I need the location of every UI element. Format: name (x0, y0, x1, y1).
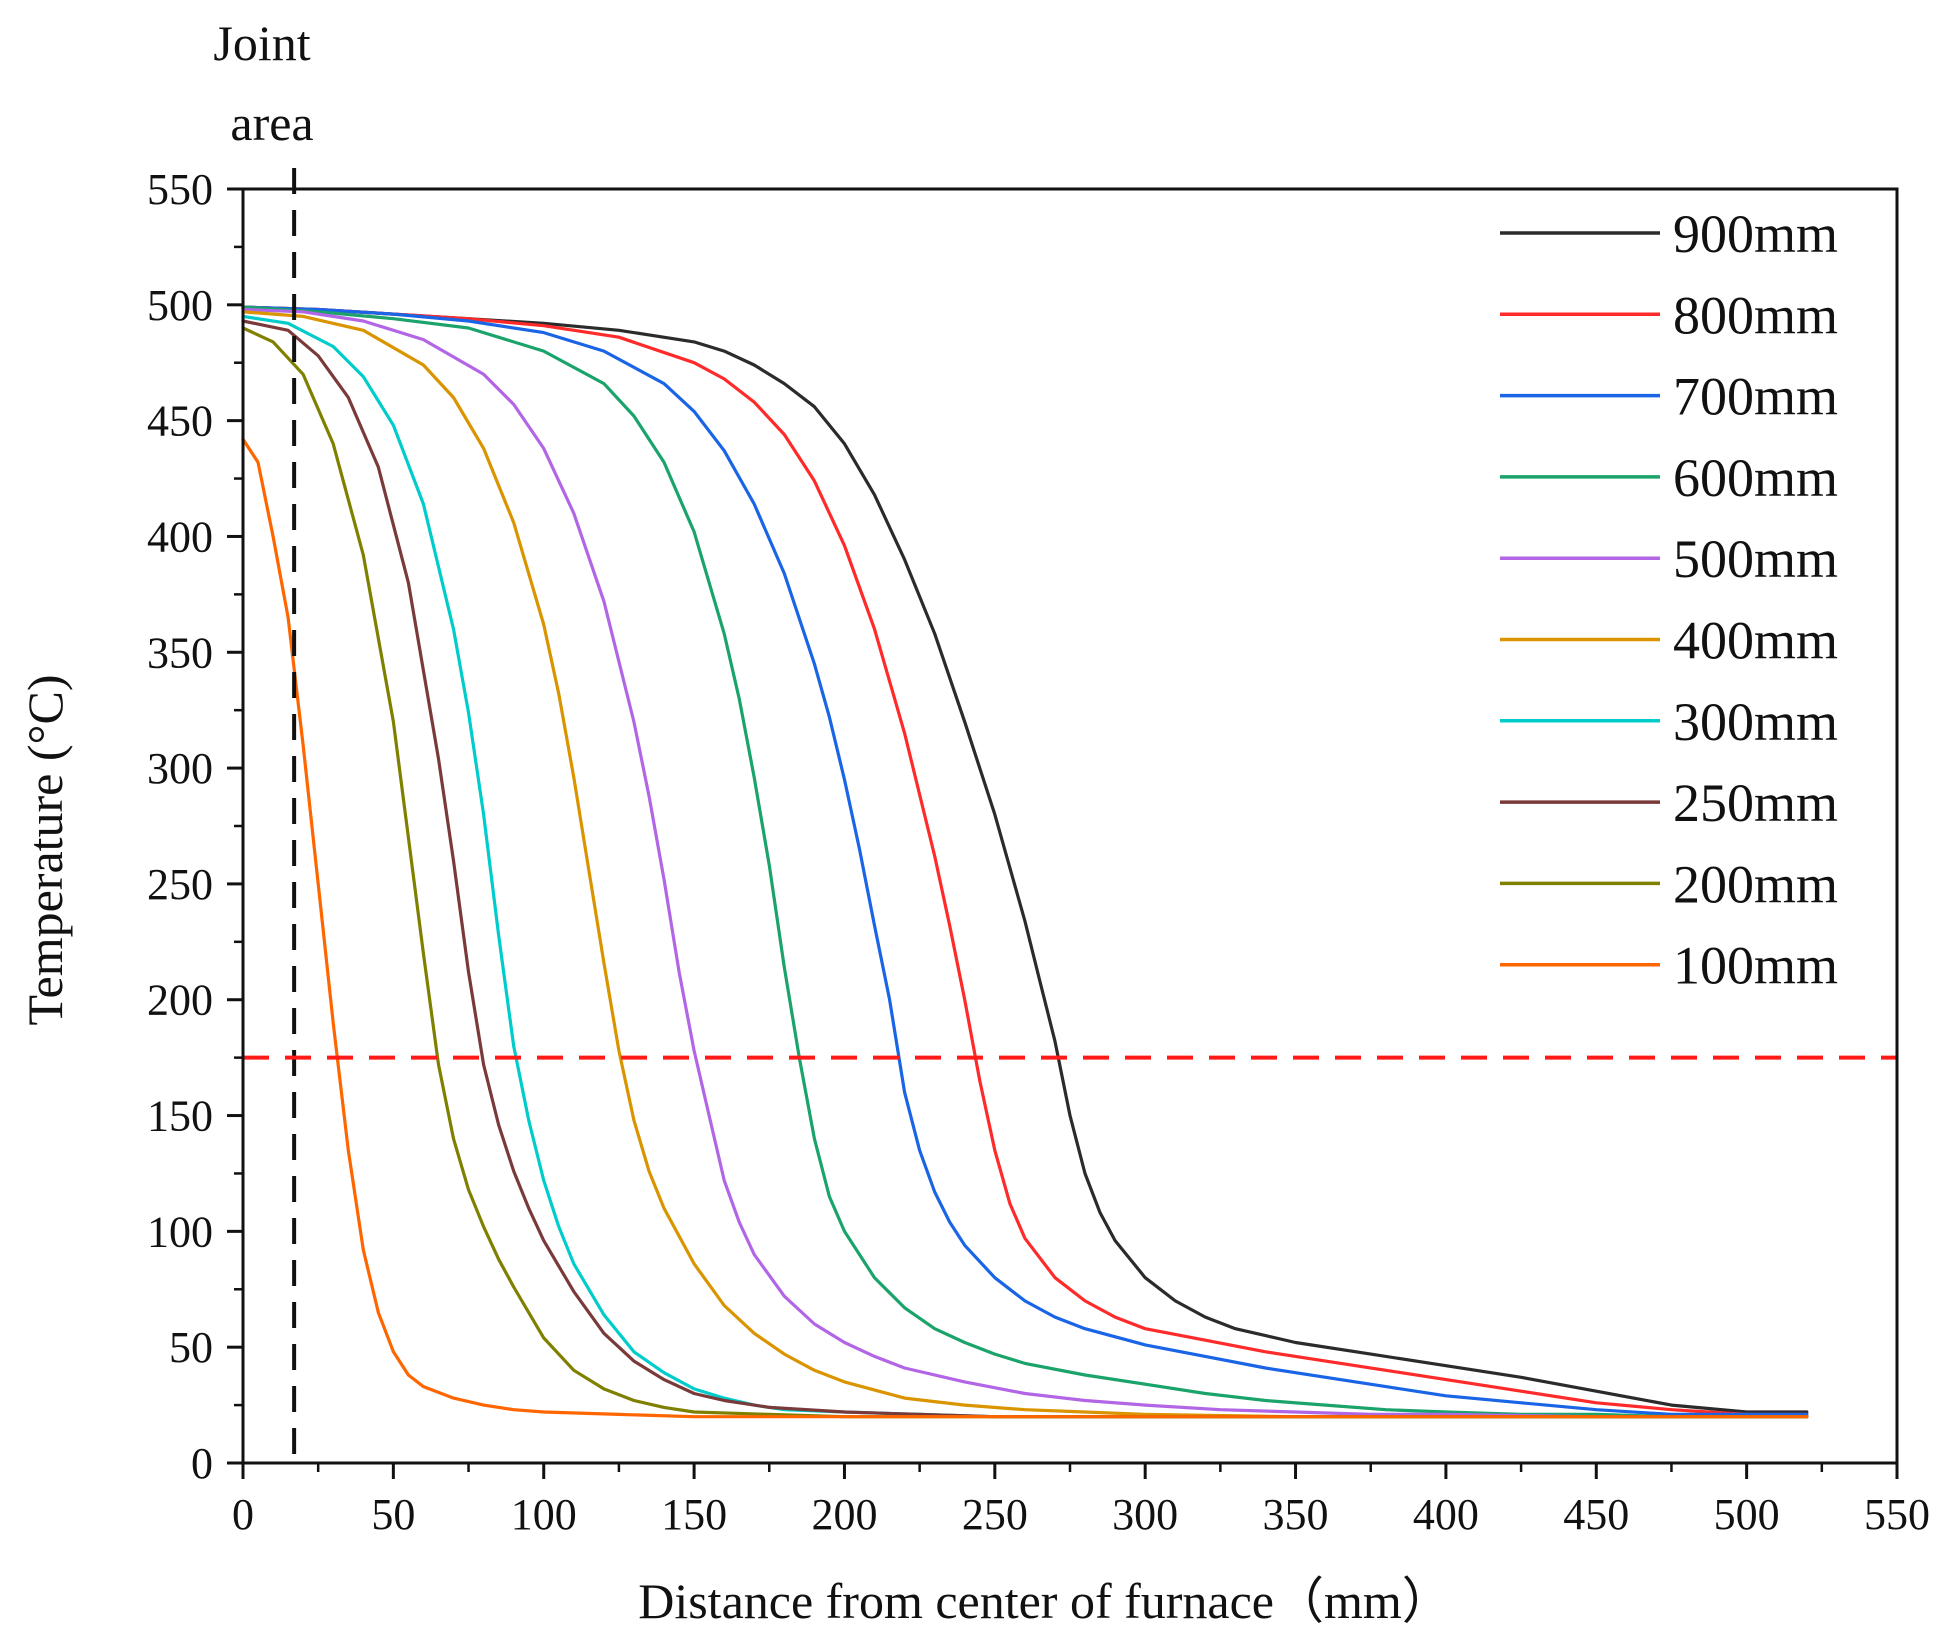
x-tick-label: 450 (1563, 1490, 1629, 1539)
x-tick-label: 250 (962, 1490, 1028, 1539)
x-tick-label: 300 (1112, 1490, 1178, 1539)
x-tick-label: 500 (1714, 1490, 1780, 1539)
series-line-250mm (241, 319, 1809, 1419)
x-tick-label: 0 (232, 1490, 254, 1539)
series-line-100mm (241, 437, 1809, 1419)
y-tick-label: 0 (191, 1439, 213, 1488)
y-tick-label: 500 (147, 281, 213, 330)
x-tick-label: 400 (1413, 1490, 1479, 1539)
x-tick-label: 350 (1263, 1490, 1329, 1539)
y-axis-title: Temperature (°C) (17, 674, 73, 1025)
x-tick-label: 550 (1864, 1490, 1930, 1539)
legend-label-200mm: 200mm (1673, 854, 1838, 914)
x-tick-label: 150 (661, 1490, 727, 1539)
legend-label-800mm: 800mm (1673, 285, 1838, 345)
series-line-400mm (241, 310, 1809, 1419)
y-tick-label: 200 (147, 976, 213, 1025)
joint-area-label-line1: Joint (213, 15, 310, 71)
legend-label-500mm: 500mm (1673, 529, 1838, 589)
reference-lines-group (243, 168, 1897, 1463)
x-axis-title: Distance from center of furnace（mm） (638, 1573, 1452, 1629)
series-line-300mm (241, 314, 1809, 1419)
legend-label-600mm: 600mm (1673, 448, 1838, 508)
series-line-500mm (241, 307, 1809, 1419)
series-line-600mm (241, 305, 1809, 1419)
series-line-200mm (241, 326, 1809, 1419)
y-tick-label: 350 (147, 628, 213, 677)
series-line-900mm (241, 305, 1809, 1414)
y-tick-label: 400 (147, 512, 213, 561)
legend-label-400mm: 400mm (1673, 611, 1838, 671)
legend-label-300mm: 300mm (1673, 692, 1838, 752)
joint-area-label-line2: area (230, 95, 313, 151)
legend-label-900mm: 900mm (1673, 204, 1838, 264)
legend: 900mm 800mm 700mm 600mm 500mm 400mm 300mm 250mm… (1500, 204, 1838, 996)
y-tick-label: 550 (147, 165, 213, 214)
y-tick-label: 50 (169, 1323, 213, 1372)
y-tick-label: 100 (147, 1207, 213, 1256)
x-tick-label: 50 (371, 1490, 415, 1539)
legend-label-700mm: 700mm (1673, 367, 1838, 427)
x-tick-label: 100 (511, 1490, 577, 1539)
axes-group: 0 50 100 150 200 250 300 350 400 450 500 550 0 50 100 1… (147, 165, 1930, 1539)
y-tick-label: 450 (147, 397, 213, 446)
legend-label-100mm: 100mm (1673, 936, 1838, 996)
y-tick-label: 150 (147, 1092, 213, 1141)
y-tick-label: 250 (147, 860, 213, 909)
legend-label-250mm: 250mm (1673, 773, 1838, 833)
x-tick-label: 200 (811, 1490, 877, 1539)
series-line-800mm (241, 305, 1809, 1417)
y-tick-label: 300 (147, 744, 213, 793)
series-line-700mm (241, 305, 1809, 1417)
plot-series-group (241, 305, 1809, 1419)
